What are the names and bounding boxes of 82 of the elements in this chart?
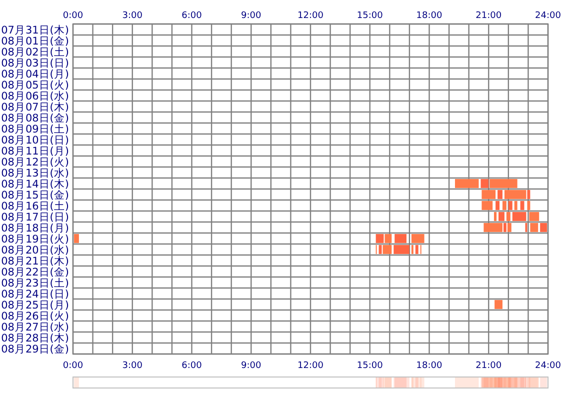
x2-tick-label: 6:00	[182, 361, 202, 371]
y-tick-label: 08月05日(火)	[1, 78, 69, 92]
bar	[527, 201, 530, 210]
y-tick-label: 08月09日(土)	[1, 122, 69, 136]
y-tick-label: 08月17日(日)	[1, 212, 69, 224]
bar	[520, 201, 524, 210]
y-tick-label: 08月08日(金)	[1, 112, 69, 124]
y-tick-label: 08月25日(月)	[1, 300, 69, 312]
y-tick-label: 08月28日(木)	[1, 332, 69, 344]
bar	[504, 190, 526, 199]
bar	[498, 190, 502, 199]
bar	[494, 300, 502, 309]
x-tick-label: 24:00	[535, 11, 562, 21]
y-tick-label: 08月06日(水)	[1, 90, 69, 102]
bar	[382, 245, 392, 254]
y-tick-label: 08月10日(日)	[1, 134, 69, 146]
x-tick-label: 15:00	[356, 11, 384, 21]
y-tick-label: 08月29日(金)	[1, 344, 69, 356]
y-tick-label: 08月11日(月)	[1, 146, 69, 158]
y-tick-label: 08月02日(土)	[1, 46, 69, 58]
bar	[496, 201, 500, 210]
x-tick-label: 18:00	[416, 11, 442, 21]
bar	[498, 212, 504, 221]
bar	[527, 190, 530, 199]
y-tick-label: 08月12日(火)	[1, 156, 69, 168]
bar	[411, 234, 424, 243]
x-tick-label: 9:00	[241, 11, 262, 21]
bar	[376, 234, 384, 243]
x-tick-label: 21:00	[476, 11, 502, 21]
bar	[378, 245, 382, 254]
x2-tick-label: 15:00	[356, 361, 384, 371]
y-tick-label: 08月23日(土)	[1, 276, 69, 290]
x2-tick-label: 24:00	[535, 361, 562, 371]
bar	[514, 201, 518, 210]
bar	[529, 212, 540, 221]
y-tick-label: 08月04日(月)	[1, 68, 69, 80]
y-tick-label: 08月26日(火)	[1, 310, 69, 322]
bar	[494, 212, 497, 221]
bar	[508, 201, 512, 210]
x-tick-label: 6:00	[182, 11, 202, 21]
bar	[490, 179, 518, 188]
y-tick-label: 08月01日(金)	[1, 36, 69, 48]
x2-tick-label: 9:00	[241, 361, 262, 371]
y-tick-label: 08月19日(火)	[1, 232, 69, 246]
x2-tick-label: 3:00	[122, 361, 143, 371]
x2-tick-label: 18:00	[416, 361, 442, 371]
bar	[74, 234, 79, 243]
bar	[503, 223, 506, 232]
bar	[480, 179, 489, 188]
y-tick-label: 08月13日(水)	[1, 166, 69, 180]
bar	[482, 201, 493, 210]
y-tick-label: 08月03日(日)	[1, 58, 69, 70]
x-tick-label: 12:00	[298, 11, 324, 21]
x2-tick-label: 0:00	[62, 361, 84, 371]
bar	[530, 223, 538, 232]
y-tick-label: 08月20日(水)	[1, 244, 69, 256]
y-tick-label: 08月27日(水)	[1, 320, 69, 334]
y-tick-label: 08月07日(木)	[1, 100, 69, 114]
bar	[384, 234, 392, 243]
y-tick-label: 08月22日(金)	[1, 266, 69, 278]
x-tick-label: 3:00	[122, 11, 143, 21]
y-tick-label: 08月15日(金)	[1, 190, 69, 202]
bar	[482, 190, 496, 199]
y-tick-label: 08月16日(土)	[1, 200, 69, 212]
bar	[502, 201, 506, 210]
bar	[506, 212, 510, 221]
bar	[394, 245, 410, 254]
bar	[512, 212, 526, 221]
x-tick-label: 0:00	[62, 11, 84, 21]
y-tick-label: 08月24日(日)	[1, 288, 69, 300]
bar	[394, 234, 406, 243]
x2-tick-label: 21:00	[476, 361, 502, 371]
y-tick-label: 07月31日(木)	[1, 24, 69, 36]
bar	[540, 223, 548, 232]
bar	[484, 223, 502, 232]
x2-tick-label: 12:00	[298, 361, 324, 371]
y-tick-label: 08月18日(月)	[1, 222, 69, 234]
bar	[415, 245, 418, 254]
y-tick-label: 08月21日(木)	[1, 254, 69, 268]
bar	[454, 179, 479, 188]
bar	[507, 223, 512, 232]
y-tick-label: 08月14日(木)	[1, 178, 69, 190]
